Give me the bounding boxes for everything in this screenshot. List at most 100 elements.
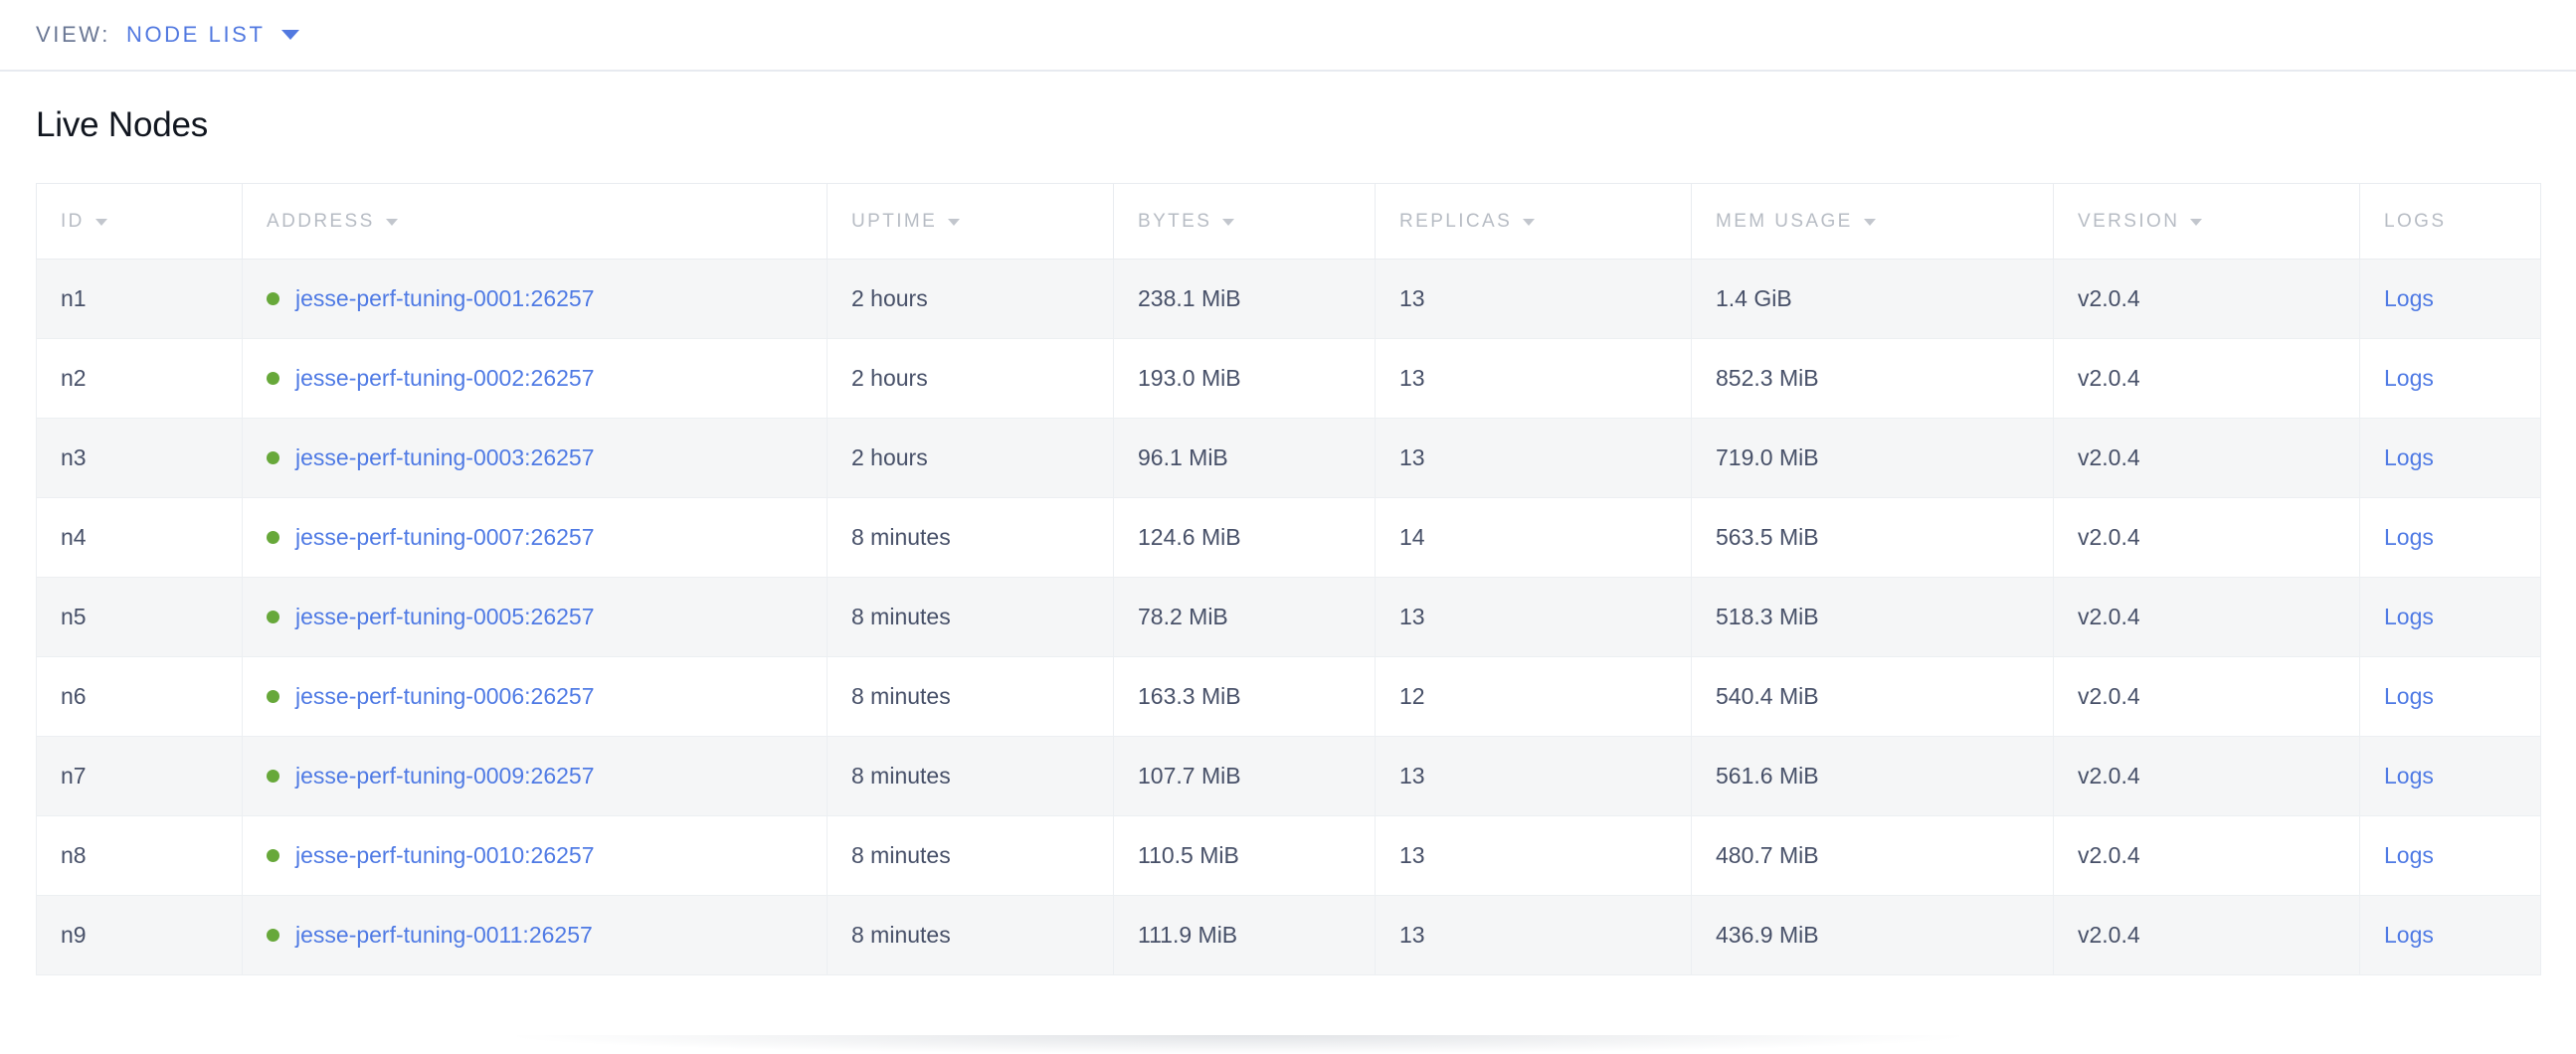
node-uptime: 8 minutes	[851, 524, 951, 550]
logs-link[interactable]: Logs	[2384, 763, 2434, 789]
cell-uptime: 8 minutes	[827, 815, 1114, 896]
node-version: v2.0.4	[2078, 285, 2140, 311]
node-replicas: 12	[1399, 683, 1425, 709]
node-version: v2.0.4	[2078, 683, 2140, 709]
column-header-label: MEM USAGE	[1716, 210, 1853, 232]
node-address-link[interactable]: jesse-perf-tuning-0001:26257	[295, 285, 595, 311]
logs-link[interactable]: Logs	[2384, 524, 2434, 550]
node-address-link[interactable]: jesse-perf-tuning-0005:26257	[295, 604, 595, 629]
cell-uptime: 8 minutes	[827, 656, 1114, 737]
node-id: n9	[61, 922, 87, 948]
view-selector-bar: VIEW: NODE LIST	[0, 0, 2576, 72]
cell-bytes: 124.6 MiB	[1113, 497, 1376, 578]
node-mem-usage: 518.3 MiB	[1716, 604, 1819, 629]
status-live-dot-icon	[267, 929, 279, 942]
cell-address: jesse-perf-tuning-0006:26257	[242, 656, 828, 737]
cell-bytes: 111.9 MiB	[1113, 895, 1376, 975]
node-uptime: 8 minutes	[851, 604, 951, 629]
column-header-label: BYTES	[1138, 210, 1212, 232]
node-mem-usage: 852.3 MiB	[1716, 365, 1819, 391]
logs-link[interactable]: Logs	[2384, 444, 2434, 470]
node-bytes: 110.5 MiB	[1138, 842, 1239, 868]
node-version: v2.0.4	[2078, 524, 2140, 550]
node-address-link[interactable]: jesse-perf-tuning-0009:26257	[295, 763, 595, 789]
cell-address: jesse-perf-tuning-0001:26257	[242, 259, 828, 339]
cell-id: n2	[36, 338, 243, 419]
table-header-row: ID ADDRESS UPTIME	[36, 183, 2541, 260]
cell-replicas: 13	[1375, 736, 1692, 816]
cell-bytes: 107.7 MiB	[1113, 736, 1376, 816]
view-dropdown-value: NODE LIST	[125, 22, 266, 47]
node-address-link[interactable]: jesse-perf-tuning-0002:26257	[295, 365, 595, 391]
node-uptime: 8 minutes	[851, 763, 951, 789]
node-replicas: 14	[1399, 524, 1425, 550]
column-header-label: UPTIME	[851, 210, 938, 232]
table-row: n6 jesse-perf-tuning-0006:26257 8 minutes 1…	[36, 656, 2541, 737]
column-header-mem-usage[interactable]: MEM USAGE	[1691, 183, 2054, 260]
status-live-dot-icon	[267, 531, 279, 544]
logs-link[interactable]: Logs	[2384, 365, 2434, 391]
cell-version: v2.0.4	[2053, 895, 2360, 975]
node-address-link[interactable]: jesse-perf-tuning-0011:26257	[295, 922, 593, 948]
cell-address: jesse-perf-tuning-0009:26257	[242, 736, 828, 816]
column-header-bytes[interactable]: BYTES	[1113, 183, 1376, 260]
node-address-link[interactable]: jesse-perf-tuning-0010:26257	[295, 842, 595, 868]
node-uptime: 8 minutes	[851, 922, 951, 948]
cell-mem-usage: 518.3 MiB	[1691, 577, 2054, 657]
cell-id: n8	[36, 815, 243, 896]
address-cell-inner: jesse-perf-tuning-0011:26257	[267, 922, 827, 949]
view-dropdown[interactable]: NODE LIST	[126, 22, 299, 48]
cell-version: v2.0.4	[2053, 497, 2360, 578]
live-nodes-table: ID ADDRESS UPTIME	[36, 183, 2541, 975]
cell-id: n7	[36, 736, 243, 816]
cell-bytes: 238.1 MiB	[1113, 259, 1376, 339]
logs-link[interactable]: Logs	[2384, 842, 2434, 868]
address-cell-inner: jesse-perf-tuning-0007:26257	[267, 524, 827, 551]
logs-link[interactable]: Logs	[2384, 604, 2434, 629]
cell-mem-usage: 561.6 MiB	[1691, 736, 2054, 816]
node-mem-usage: 480.7 MiB	[1716, 842, 1819, 868]
node-uptime: 2 hours	[851, 444, 928, 470]
logs-link[interactable]: Logs	[2384, 285, 2434, 311]
column-header-id[interactable]: ID	[36, 183, 243, 260]
cell-address: jesse-perf-tuning-0002:26257	[242, 338, 828, 419]
node-version: v2.0.4	[2078, 763, 2140, 789]
cell-mem-usage: 540.4 MiB	[1691, 656, 2054, 737]
cell-logs: Logs	[2359, 577, 2541, 657]
node-id: n3	[61, 444, 87, 470]
cell-replicas: 13	[1375, 259, 1692, 339]
address-cell-inner: jesse-perf-tuning-0001:26257	[267, 285, 827, 312]
cell-uptime: 8 minutes	[827, 577, 1114, 657]
cell-replicas: 14	[1375, 497, 1692, 578]
node-replicas: 13	[1399, 285, 1425, 311]
node-address-link[interactable]: jesse-perf-tuning-0007:26257	[295, 524, 595, 550]
logs-link[interactable]: Logs	[2384, 683, 2434, 709]
cell-replicas: 13	[1375, 418, 1692, 498]
node-mem-usage: 719.0 MiB	[1716, 444, 1819, 470]
sort-caret-icon	[948, 219, 961, 226]
column-header-uptime[interactable]: UPTIME	[827, 183, 1114, 260]
status-live-dot-icon	[267, 690, 279, 703]
node-address-link[interactable]: jesse-perf-tuning-0006:26257	[295, 683, 595, 709]
cell-address: jesse-perf-tuning-0010:26257	[242, 815, 828, 896]
node-replicas: 13	[1399, 842, 1425, 868]
logs-link[interactable]: Logs	[2384, 922, 2434, 948]
node-id: n6	[61, 683, 87, 709]
cell-logs: Logs	[2359, 736, 2541, 816]
node-mem-usage: 436.9 MiB	[1716, 922, 1819, 948]
cell-uptime: 2 hours	[827, 418, 1114, 498]
column-header-address[interactable]: ADDRESS	[242, 183, 828, 260]
chevron-down-icon	[280, 30, 299, 40]
column-header-replicas[interactable]: REPLICAS	[1375, 183, 1692, 260]
cell-version: v2.0.4	[2053, 418, 2360, 498]
node-bytes: 124.6 MiB	[1138, 524, 1241, 550]
cell-address: jesse-perf-tuning-0007:26257	[242, 497, 828, 578]
node-version: v2.0.4	[2078, 922, 2140, 948]
column-header-label: LOGS	[2384, 210, 2447, 232]
cell-replicas: 13	[1375, 815, 1692, 896]
node-address-link[interactable]: jesse-perf-tuning-0003:26257	[295, 444, 595, 470]
node-mem-usage: 540.4 MiB	[1716, 683, 1819, 709]
column-header-version[interactable]: VERSION	[2053, 183, 2360, 260]
status-live-dot-icon	[267, 292, 279, 305]
cell-bytes: 193.0 MiB	[1113, 338, 1376, 419]
